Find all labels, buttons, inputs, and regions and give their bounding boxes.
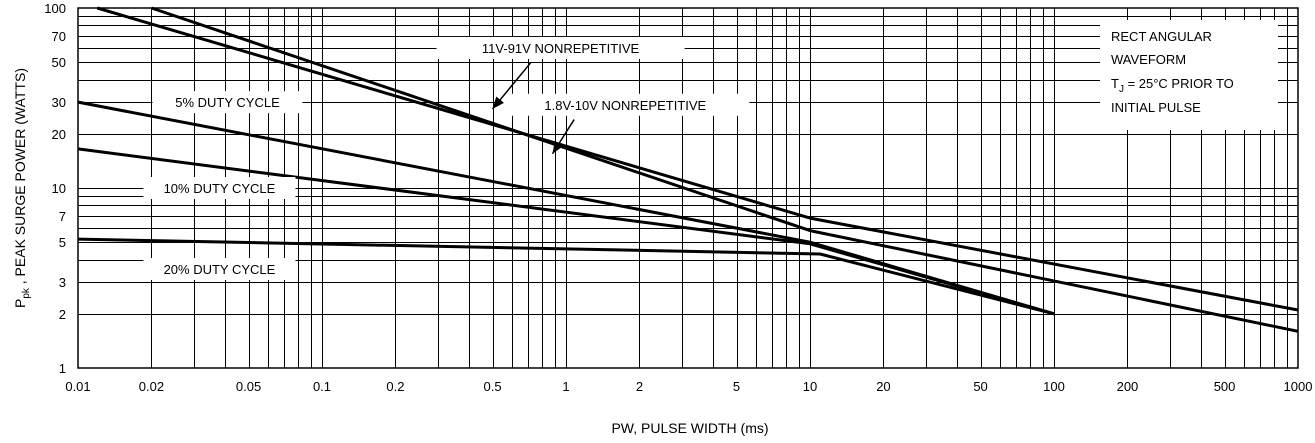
series-label-0: 11V-91V NONREPETITIVE [482,41,640,56]
y-tick-labels: 1 2 3 5 7 10 20 30 50 70 100 [44,1,66,376]
x-tick-label: 0.01 [65,379,90,394]
y-tick-label: 2 [59,307,66,322]
x-tick-label: 200 [1117,379,1139,394]
y-tick-label: 50 [52,55,66,70]
x-tick-label: 1000 [1284,379,1313,394]
series-label-1: 1.8V-10V NONREPETITIVE [544,98,706,113]
plot-frame [77,7,1299,369]
tj-subscript: J [1119,84,1124,95]
series-line-0 [96,6,1299,312]
x-tick-label: 0.02 [139,379,164,394]
waveform-note: RECT ANGULAR WAVEFORM TJ = 25°C PRIOR TO… [1100,20,1278,130]
y-tick-label: 20 [52,127,66,142]
x-tick-label: 5 [733,379,740,394]
series-curves [77,6,1299,333]
x-tick-label: 0.05 [236,379,261,394]
x-tick-label: 1 [562,379,569,394]
y-axis-separator: , [12,276,28,288]
label-arrows [491,61,575,155]
x-tick-label: 0.2 [386,379,404,394]
y-axis-label: PEAK SURGE POWER (WATTS) [12,68,28,276]
waveform-note-line-1: RECT ANGULAR [1111,29,1212,44]
series-line-1 [151,6,1299,333]
y-tick-label: 100 [44,1,66,16]
tj-rest: = 25°C PRIOR TO [1124,76,1234,91]
y-tick-label: 1 [59,361,66,376]
series-line-3 [77,147,1055,316]
series-label-background-4 [143,257,296,280]
series-label-4: 20% DUTY CYCLE [164,262,276,277]
y-tick-label: 3 [59,275,66,290]
y-axis-title: Ppk , PEAK SURGE POWER (WATTS) [12,68,32,308]
series-label-background-1 [501,93,750,116]
x-tick-label: 100 [1043,379,1065,394]
series-label-background-3 [143,177,296,199]
series-labels: 11V-91V NONREPETITIVE 1.8V-10V NONREPETIT… [143,36,750,280]
y-tick-label: 7 [59,209,66,224]
x-tick-label: 0.5 [484,379,502,394]
waveform-note-line-3: TJ = 25°C PRIOR TO [1111,76,1234,95]
series-label-3: 10% DUTY CYCLE [164,181,276,196]
arrow-11v-91v-head [492,96,504,109]
x-tick-label: 2 [636,379,643,394]
x-tick-label: 0.1 [313,379,331,394]
x-tick-labels: 0.01 0.02 0.05 0.1 0.2 0.5 1 2 5 10 20 50 100 200 500 1… [65,379,1312,394]
y-tick-label: 10 [52,181,66,196]
waveform-note-background [1100,20,1278,130]
arrow-1-8v-10v-head [552,140,564,154]
tj-symbol: T [1111,76,1119,91]
x-tick-label: 50 [973,379,987,394]
series-label-background-0 [436,36,685,59]
grid-lines [77,7,1299,369]
y-tick-label: 5 [59,235,66,250]
series-label-background-2 [152,91,303,114]
y-tick-label: 30 [52,95,66,110]
x-tick-label: 10 [803,379,817,394]
x-axis-title: PW, PULSE WIDTH (ms) [611,420,768,436]
y-axis-subscript: pk [21,287,32,299]
waveform-note-line-2: WAVEFORM [1111,52,1186,67]
series-line-4 [77,237,1055,316]
x-tick-label: 500 [1214,379,1236,394]
waveform-note-line-4: INITIAL PULSE [1111,100,1201,115]
y-axis-symbol: P [12,299,28,308]
series-label-2: 5% DUTY CYCLE [175,95,280,110]
x-tick-label: 20 [876,379,890,394]
y-tick-label: 70 [52,29,66,44]
